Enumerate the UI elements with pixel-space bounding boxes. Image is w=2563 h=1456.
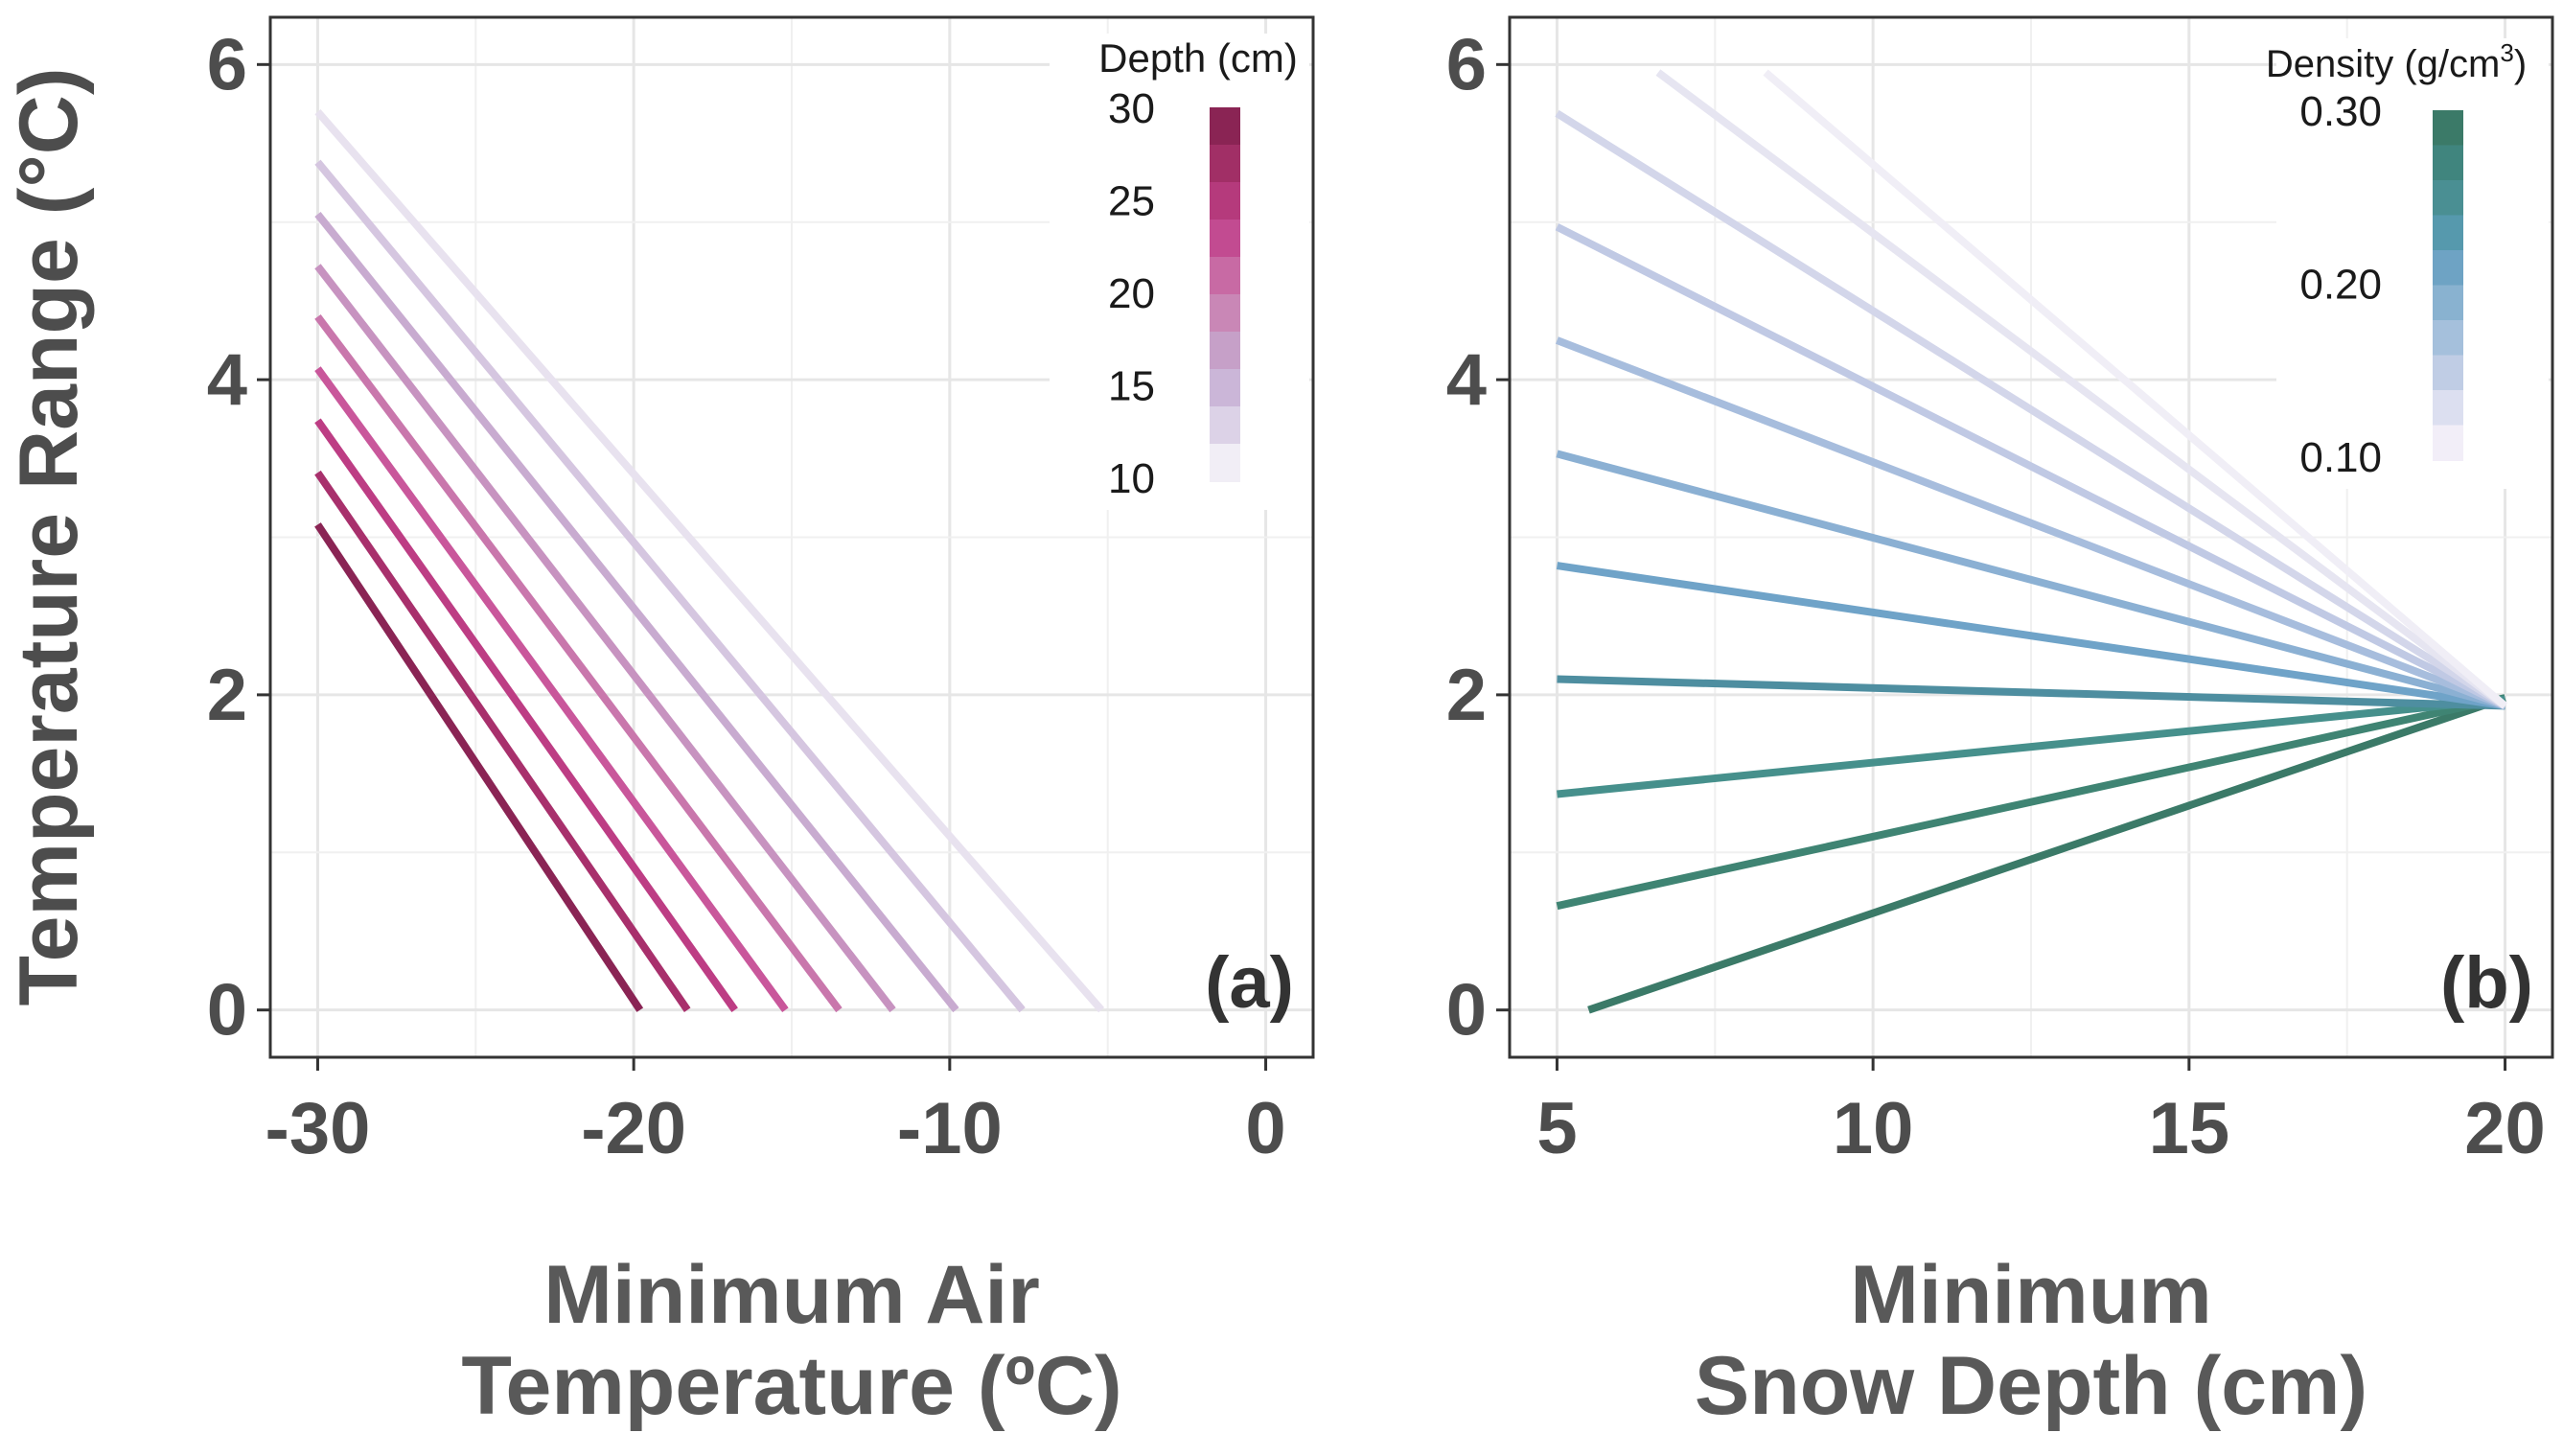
series-line <box>1556 450 2506 710</box>
x-tick-label: 10 <box>1833 1088 1914 1169</box>
y-axis-title: Temperature Range (°C) <box>3 68 95 1006</box>
legend-color-segment <box>2433 250 2463 287</box>
legend-background <box>2276 38 2549 489</box>
series-line <box>1655 69 2507 709</box>
plot-border <box>268 15 1315 1059</box>
series-line <box>1557 675 2505 710</box>
x-tick-label: -10 <box>897 1088 1003 1169</box>
x-tick-label: -20 <box>581 1088 686 1169</box>
legend-color-segment <box>2433 355 2463 391</box>
legend-color-segment <box>1210 444 1240 482</box>
series-line <box>1556 336 2506 710</box>
x-tick-label: 0 <box>1245 1088 1285 1169</box>
legend-color-segment <box>1210 332 1240 370</box>
series-line <box>314 313 843 1013</box>
legend-color-segment <box>2433 145 2463 181</box>
y-tick-label: 6 <box>1446 24 1487 105</box>
legend-color-segment <box>2433 425 2463 461</box>
legend-color-segment <box>1210 145 1240 183</box>
y-tick-label: 4 <box>1446 339 1487 421</box>
x-tick-label: 20 <box>2464 1088 2546 1169</box>
legend-color-segment <box>1210 107 1240 146</box>
legend-tick-label: 30 <box>1108 85 1155 132</box>
series-line <box>314 264 896 1013</box>
legend-background <box>1050 34 1309 510</box>
series-line <box>1587 694 2506 1014</box>
legend-tick-label: 10 <box>1108 455 1155 502</box>
legend-color-segment <box>1210 220 1240 258</box>
series-line <box>1556 562 2506 710</box>
legend-color-segment <box>2433 110 2463 147</box>
legend-color-segment <box>1210 406 1240 445</box>
series-line <box>1763 69 2508 709</box>
y-tick-label: 0 <box>207 970 247 1052</box>
series-line <box>1556 694 2506 911</box>
y-tick-label: 4 <box>207 339 247 421</box>
legend-color-segment <box>2433 180 2463 217</box>
legend-title: Depth (cm) <box>1098 35 1298 81</box>
legend-color-segment <box>1210 369 1240 407</box>
series-line <box>314 159 1026 1013</box>
legend-tick-label: 0.10 <box>2299 434 2382 481</box>
legend-color-segment <box>1210 294 1240 333</box>
legend-tick-label: 25 <box>1108 178 1155 225</box>
plot-border <box>1508 15 2554 1059</box>
legend-tick-label: 0.20 <box>2299 262 2382 309</box>
legend-title: Density (g/cm3) <box>2266 38 2527 85</box>
y-tick-label: 0 <box>1446 970 1487 1052</box>
y-tick-label: 2 <box>1446 655 1487 736</box>
panel-label: (a) <box>1205 942 1294 1024</box>
series-line <box>1557 695 2505 798</box>
series-line <box>1555 223 2507 709</box>
x-tick-label: 5 <box>1536 1088 1577 1169</box>
legend: Density (g/cm3)0.300.200.10 <box>2266 38 2549 489</box>
legend-color-segment <box>2433 285 2463 321</box>
legend-color-segment <box>2433 390 2463 427</box>
x-tick-label: 15 <box>2149 1088 2230 1169</box>
series-line <box>314 109 1105 1013</box>
legend: Depth (cm)30 25 20 15 10 <box>1050 34 1309 510</box>
x-axis-title-line: Minimum <box>1850 1249 2211 1341</box>
legend-tick-label: 15 <box>1108 363 1155 410</box>
legend-color-segment <box>1210 182 1240 220</box>
x-tick-label: -30 <box>266 1088 371 1169</box>
legend-title-superscript: 3 <box>2500 38 2513 67</box>
y-tick-label: 2 <box>207 655 247 736</box>
series-line <box>314 470 691 1012</box>
legend-tick-label: 0.30 <box>2299 88 2382 135</box>
x-axis-title-line: Minimum Air <box>543 1249 1040 1341</box>
series-line <box>1555 109 2507 709</box>
x-axis-title-line: Temperature (ºC) <box>461 1340 1121 1432</box>
panel-label: (b) <box>2440 942 2533 1024</box>
y-tick-label: 6 <box>207 24 247 105</box>
legend-color-segment <box>2433 215 2463 251</box>
legend-tick-label: 20 <box>1108 270 1155 317</box>
series-line <box>314 366 789 1013</box>
legend-color-segment <box>2433 320 2463 357</box>
series-line <box>314 211 959 1013</box>
series-line <box>314 522 644 1012</box>
legend-title-suffix: ) <box>2514 43 2527 85</box>
x-axis-title-line: Snow Depth (cm) <box>1695 1340 2367 1432</box>
legend-color-segment <box>1210 257 1240 295</box>
series-line <box>314 418 738 1012</box>
legend-title-prefix: Density (g/cm <box>2266 43 2501 85</box>
